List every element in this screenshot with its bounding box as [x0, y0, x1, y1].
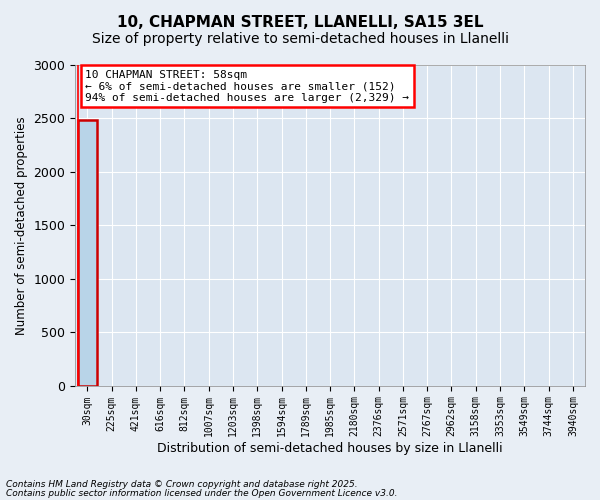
Text: Contains HM Land Registry data © Crown copyright and database right 2025.: Contains HM Land Registry data © Crown c… — [6, 480, 358, 489]
Bar — [77, 120, 97, 386]
Text: 10, CHAPMAN STREET, LLANELLI, SA15 3EL: 10, CHAPMAN STREET, LLANELLI, SA15 3EL — [117, 15, 483, 30]
Text: 10 CHAPMAN STREET: 58sqm
← 6% of semi-detached houses are smaller (152)
94% of s: 10 CHAPMAN STREET: 58sqm ← 6% of semi-de… — [85, 70, 409, 103]
X-axis label: Distribution of semi-detached houses by size in Llanelli: Distribution of semi-detached houses by … — [157, 442, 503, 455]
Y-axis label: Number of semi-detached properties: Number of semi-detached properties — [15, 116, 28, 334]
Text: Contains public sector information licensed under the Open Government Licence v3: Contains public sector information licen… — [6, 488, 398, 498]
Text: Size of property relative to semi-detached houses in Llanelli: Size of property relative to semi-detach… — [91, 32, 509, 46]
